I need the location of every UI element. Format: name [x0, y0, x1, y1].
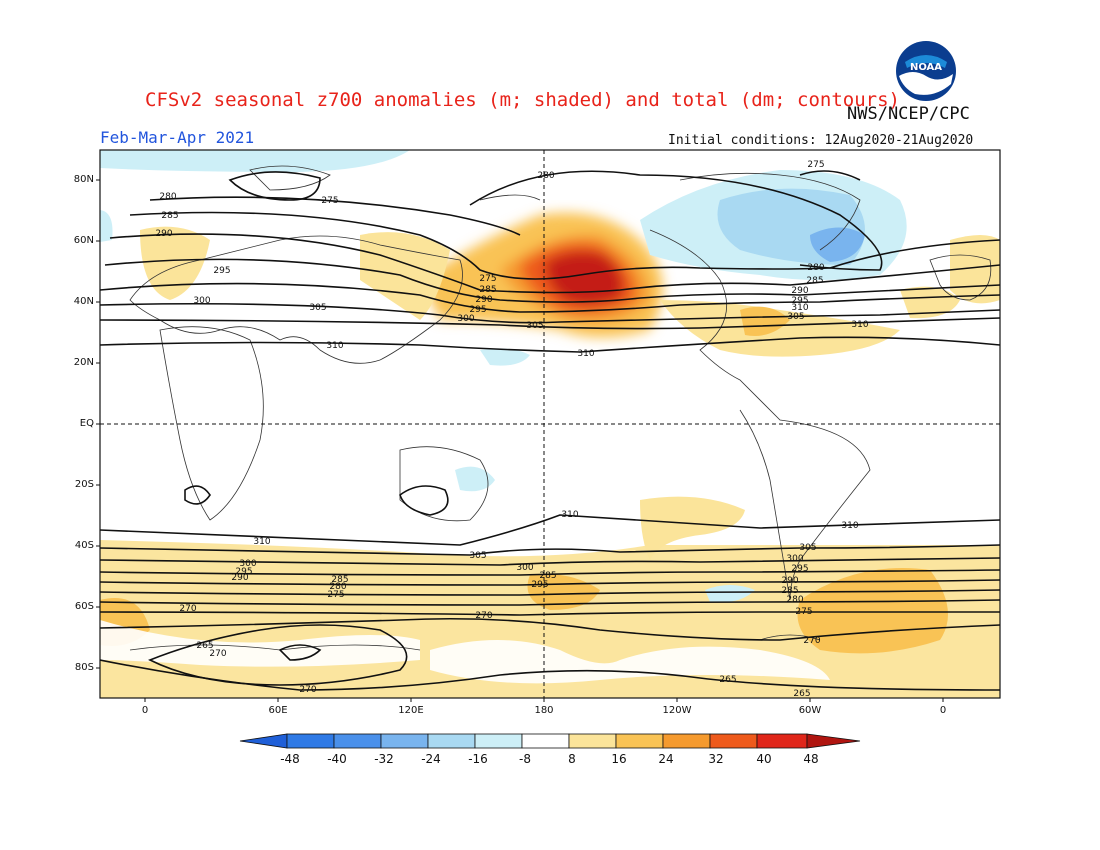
svg-text:275: 275 [795, 607, 812, 617]
colorbar-label: 48 [803, 752, 819, 766]
lon-label: 180 [534, 705, 554, 716]
svg-text:270: 270 [475, 611, 492, 621]
svg-text:310: 310 [561, 510, 578, 520]
noaa-logo-icon: NOAA [896, 41, 956, 101]
lat-label: 40S [74, 540, 94, 551]
colorbar-label: 32 [708, 752, 724, 766]
svg-text:270: 270 [299, 685, 316, 695]
colorbar-label: 40 [756, 752, 772, 766]
lat-label: 60N [73, 235, 94, 246]
colorbar-label: -32 [374, 752, 394, 766]
svg-text:295: 295 [469, 305, 486, 315]
colorbar-label: -16 [468, 752, 488, 766]
agency-label: NWS/NCEP/CPC [847, 104, 970, 124]
colorbar [239, 733, 861, 749]
svg-text:295: 295 [791, 564, 808, 574]
svg-text:305: 305 [469, 551, 486, 561]
reference-lines [100, 150, 1000, 698]
initial-conditions-label: Initial conditions: 12Aug2020-21Aug2020 [668, 133, 974, 148]
lon-label: 0 [939, 705, 947, 716]
season-label: Feb-Mar-Apr 2021 [100, 128, 255, 147]
colorbar-label: 16 [611, 752, 627, 766]
lon-label: 0 [141, 705, 149, 716]
svg-text:290: 290 [791, 286, 808, 296]
svg-text:270: 270 [179, 604, 196, 614]
svg-text:305: 305 [526, 321, 543, 331]
svg-text:280: 280 [537, 171, 554, 181]
svg-text:285: 285 [331, 575, 348, 585]
lat-label: EQ [79, 418, 94, 429]
lat-label: 80S [74, 662, 94, 673]
svg-text:290: 290 [781, 576, 798, 586]
svg-text:310: 310 [851, 320, 868, 330]
lat-label: 20S [74, 479, 94, 490]
svg-text:275: 275 [479, 274, 496, 284]
axis-ticks [96, 179, 944, 702]
svg-text:285: 285 [161, 211, 178, 221]
map-title: CFSv2 seasonal z700 anomalies (m; shaded… [145, 89, 900, 111]
svg-text:280: 280 [329, 582, 346, 592]
svg-text:300: 300 [193, 296, 210, 306]
lon-label: 60W [798, 705, 822, 716]
svg-text:295: 295 [235, 567, 252, 577]
svg-text:275: 275 [321, 196, 338, 206]
lat-label: 80N [73, 174, 94, 185]
svg-text:285: 285 [806, 276, 823, 286]
svg-text:300: 300 [786, 554, 803, 564]
svg-text:275: 275 [327, 590, 344, 600]
svg-text:310: 310 [791, 303, 808, 313]
colorbar-label: -8 [519, 752, 531, 766]
svg-text:305: 305 [787, 312, 804, 322]
lat-label: 40N [73, 296, 94, 307]
svg-text:295: 295 [531, 580, 548, 590]
colorbar-label: -48 [280, 752, 300, 766]
svg-text:310: 310 [253, 537, 270, 547]
svg-text:310: 310 [841, 521, 858, 531]
svg-text:265: 265 [196, 641, 213, 651]
svg-text:285: 285 [781, 586, 798, 596]
svg-text:295: 295 [791, 296, 808, 306]
svg-text:300: 300 [239, 559, 256, 569]
svg-text:285: 285 [479, 285, 496, 295]
lon-label: 60E [268, 705, 288, 716]
lat-label: 20N [73, 357, 94, 368]
colorbar-label: 8 [568, 752, 576, 766]
lon-label: 120W [662, 705, 692, 716]
lon-label: 120E [398, 705, 424, 716]
colorbar-label: -24 [421, 752, 441, 766]
svg-text:265: 265 [719, 675, 736, 685]
svg-text:265: 265 [793, 689, 810, 699]
svg-text:270: 270 [803, 636, 820, 646]
svg-text:300: 300 [457, 314, 474, 324]
svg-text:305: 305 [309, 303, 326, 313]
svg-text:285: 285 [539, 571, 556, 581]
svg-text:290: 290 [231, 573, 248, 583]
svg-text:295: 295 [213, 266, 230, 276]
contour-value-labels: 280 275 280 285 290 295 300 305 310 275 … [155, 160, 868, 699]
svg-text:305: 305 [799, 543, 816, 553]
logo-text: NOAA [910, 62, 942, 73]
svg-text:270: 270 [209, 649, 226, 659]
svg-text:310: 310 [577, 349, 594, 359]
svg-text:290: 290 [155, 229, 172, 239]
colorbar-label: 24 [658, 752, 674, 766]
svg-text:300: 300 [516, 563, 533, 573]
svg-text:275: 275 [807, 160, 824, 170]
colorbar-label: -40 [327, 752, 347, 766]
coastlines [129, 165, 992, 651]
height-contours [100, 170, 1000, 691]
svg-text:290: 290 [475, 295, 492, 305]
svg-text:280: 280 [786, 595, 803, 605]
svg-text:310: 310 [326, 341, 343, 351]
svg-text:280: 280 [159, 192, 176, 202]
lat-label: 60S [74, 601, 94, 612]
svg-text:280: 280 [807, 263, 824, 273]
